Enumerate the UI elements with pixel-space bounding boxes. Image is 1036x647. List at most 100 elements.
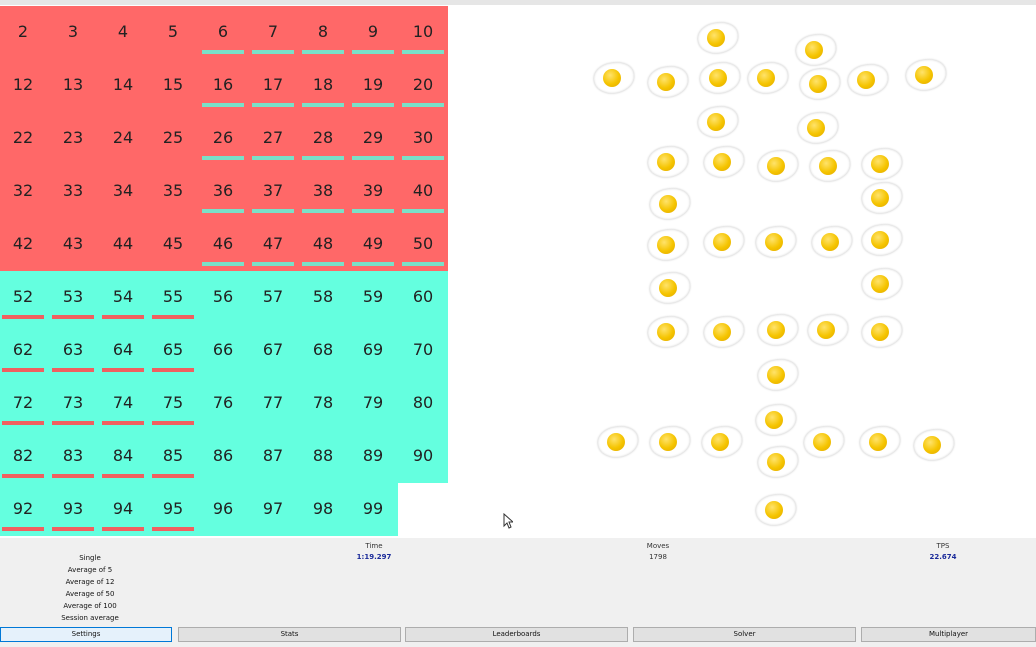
tile[interactable]: 53 bbox=[48, 271, 98, 324]
tile[interactable]: 80 bbox=[398, 377, 448, 430]
tile[interactable]: 83 bbox=[48, 430, 98, 483]
tile[interactable]: 72 bbox=[0, 377, 48, 430]
tile[interactable]: 20 bbox=[398, 59, 448, 112]
tile[interactable]: 9 bbox=[348, 6, 398, 59]
tile[interactable]: 7 bbox=[248, 6, 298, 59]
tile[interactable]: 65 bbox=[148, 324, 198, 377]
tile[interactable]: 26 bbox=[198, 112, 248, 165]
tile[interactable]: 46 bbox=[198, 218, 248, 271]
tile[interactable]: 82 bbox=[0, 430, 48, 483]
tile[interactable]: 12 bbox=[0, 59, 48, 112]
tile[interactable]: 16 bbox=[198, 59, 248, 112]
puzzle-board[interactable]: 2 3 4 5 6 7 8 9 10 12 13 14 15 16 17 18 19 20 22 23 24 25 26 27… bbox=[0, 5, 1036, 538]
tile[interactable]: 77 bbox=[248, 377, 298, 430]
tile[interactable]: 92 bbox=[0, 483, 48, 536]
tile[interactable]: 85 bbox=[148, 430, 198, 483]
tile[interactable]: 13 bbox=[48, 59, 98, 112]
tile[interactable]: 43 bbox=[48, 218, 98, 271]
tile[interactable]: 22 bbox=[0, 112, 48, 165]
tile-target-bar bbox=[152, 368, 194, 372]
tile[interactable]: 36 bbox=[198, 165, 248, 218]
tile[interactable]: 49 bbox=[348, 218, 398, 271]
tile[interactable]: 29 bbox=[348, 112, 398, 165]
fried-egg-icon bbox=[756, 444, 802, 480]
tile[interactable]: 67 bbox=[248, 324, 298, 377]
tile[interactable]: 66 bbox=[198, 324, 248, 377]
tile[interactable]: 74 bbox=[98, 377, 148, 430]
tile[interactable]: 95 bbox=[148, 483, 198, 536]
tile[interactable]: 10 bbox=[398, 6, 448, 59]
tile[interactable]: 45 bbox=[148, 218, 198, 271]
solver-button[interactable]: Solver bbox=[633, 627, 856, 642]
tile[interactable]: 86 bbox=[198, 430, 248, 483]
tile[interactable]: 30 bbox=[398, 112, 448, 165]
tile[interactable]: 94 bbox=[98, 483, 148, 536]
tile[interactable]: 79 bbox=[348, 377, 398, 430]
tile[interactable]: 39 bbox=[348, 165, 398, 218]
tile[interactable]: 35 bbox=[148, 165, 198, 218]
tile[interactable]: 2 bbox=[0, 6, 48, 59]
multiplayer-button[interactable]: Multiplayer bbox=[861, 627, 1036, 642]
tile[interactable]: 50 bbox=[398, 218, 448, 271]
tile[interactable]: 17 bbox=[248, 59, 298, 112]
tile[interactable]: 89 bbox=[348, 430, 398, 483]
tile[interactable]: 99 bbox=[348, 483, 398, 536]
tile[interactable]: 48 bbox=[298, 218, 348, 271]
tile[interactable]: 59 bbox=[348, 271, 398, 324]
tile[interactable]: 76 bbox=[198, 377, 248, 430]
tile[interactable]: 38 bbox=[298, 165, 348, 218]
settings-button[interactable]: Settings bbox=[0, 627, 172, 642]
tile[interactable]: 47 bbox=[248, 218, 298, 271]
tile[interactable]: 75 bbox=[148, 377, 198, 430]
tile[interactable]: 44 bbox=[98, 218, 148, 271]
tile[interactable]: 60 bbox=[398, 271, 448, 324]
tile[interactable]: 62 bbox=[0, 324, 48, 377]
tile[interactable]: 33 bbox=[48, 165, 98, 218]
tile[interactable]: 88 bbox=[298, 430, 348, 483]
tile[interactable]: 34 bbox=[98, 165, 148, 218]
tile[interactable]: 68 bbox=[298, 324, 348, 377]
tile[interactable]: 98 bbox=[298, 483, 348, 536]
tile[interactable]: 73 bbox=[48, 377, 98, 430]
tile[interactable]: 40 bbox=[398, 165, 448, 218]
tile[interactable]: 24 bbox=[98, 112, 148, 165]
tile[interactable]: 93 bbox=[48, 483, 98, 536]
tile[interactable]: 63 bbox=[48, 324, 98, 377]
tile[interactable]: 18 bbox=[298, 59, 348, 112]
tile[interactable]: 90 bbox=[398, 430, 448, 483]
tile-number: 58 bbox=[312, 287, 334, 306]
tile[interactable]: 14 bbox=[98, 59, 148, 112]
tile[interactable]: 78 bbox=[298, 377, 348, 430]
tile[interactable]: 54 bbox=[98, 271, 148, 324]
tile[interactable]: 25 bbox=[148, 112, 198, 165]
tile[interactable]: 6 bbox=[198, 6, 248, 59]
tile[interactable]: 57 bbox=[248, 271, 298, 324]
tile[interactable]: 5 bbox=[148, 6, 198, 59]
tile[interactable]: 56 bbox=[198, 271, 248, 324]
tile[interactable]: 70 bbox=[398, 324, 448, 377]
tile[interactable]: 3 bbox=[48, 6, 98, 59]
tile[interactable]: 55 bbox=[148, 271, 198, 324]
tile[interactable]: 96 bbox=[198, 483, 248, 536]
tile[interactable]: 19 bbox=[348, 59, 398, 112]
tile[interactable]: 4 bbox=[98, 6, 148, 59]
tile[interactable]: 42 bbox=[0, 218, 48, 271]
tile-target-bar bbox=[102, 368, 144, 372]
leaderboards-button[interactable]: Leaderboards bbox=[405, 627, 628, 642]
tile[interactable]: 28 bbox=[298, 112, 348, 165]
tile[interactable]: 84 bbox=[98, 430, 148, 483]
tile[interactable]: 23 bbox=[48, 112, 98, 165]
stats-button[interactable]: Stats bbox=[178, 627, 401, 642]
tile[interactable]: 97 bbox=[248, 483, 298, 536]
tile[interactable]: 15 bbox=[148, 59, 198, 112]
tile[interactable]: 27 bbox=[248, 112, 298, 165]
tile[interactable]: 58 bbox=[298, 271, 348, 324]
tile[interactable]: 69 bbox=[348, 324, 398, 377]
tile[interactable]: 87 bbox=[248, 430, 298, 483]
tile-target-bar bbox=[202, 50, 244, 54]
tile[interactable]: 32 bbox=[0, 165, 48, 218]
tile[interactable]: 64 bbox=[98, 324, 148, 377]
tile[interactable]: 37 bbox=[248, 165, 298, 218]
tile[interactable]: 8 bbox=[298, 6, 348, 59]
tile[interactable]: 52 bbox=[0, 271, 48, 324]
